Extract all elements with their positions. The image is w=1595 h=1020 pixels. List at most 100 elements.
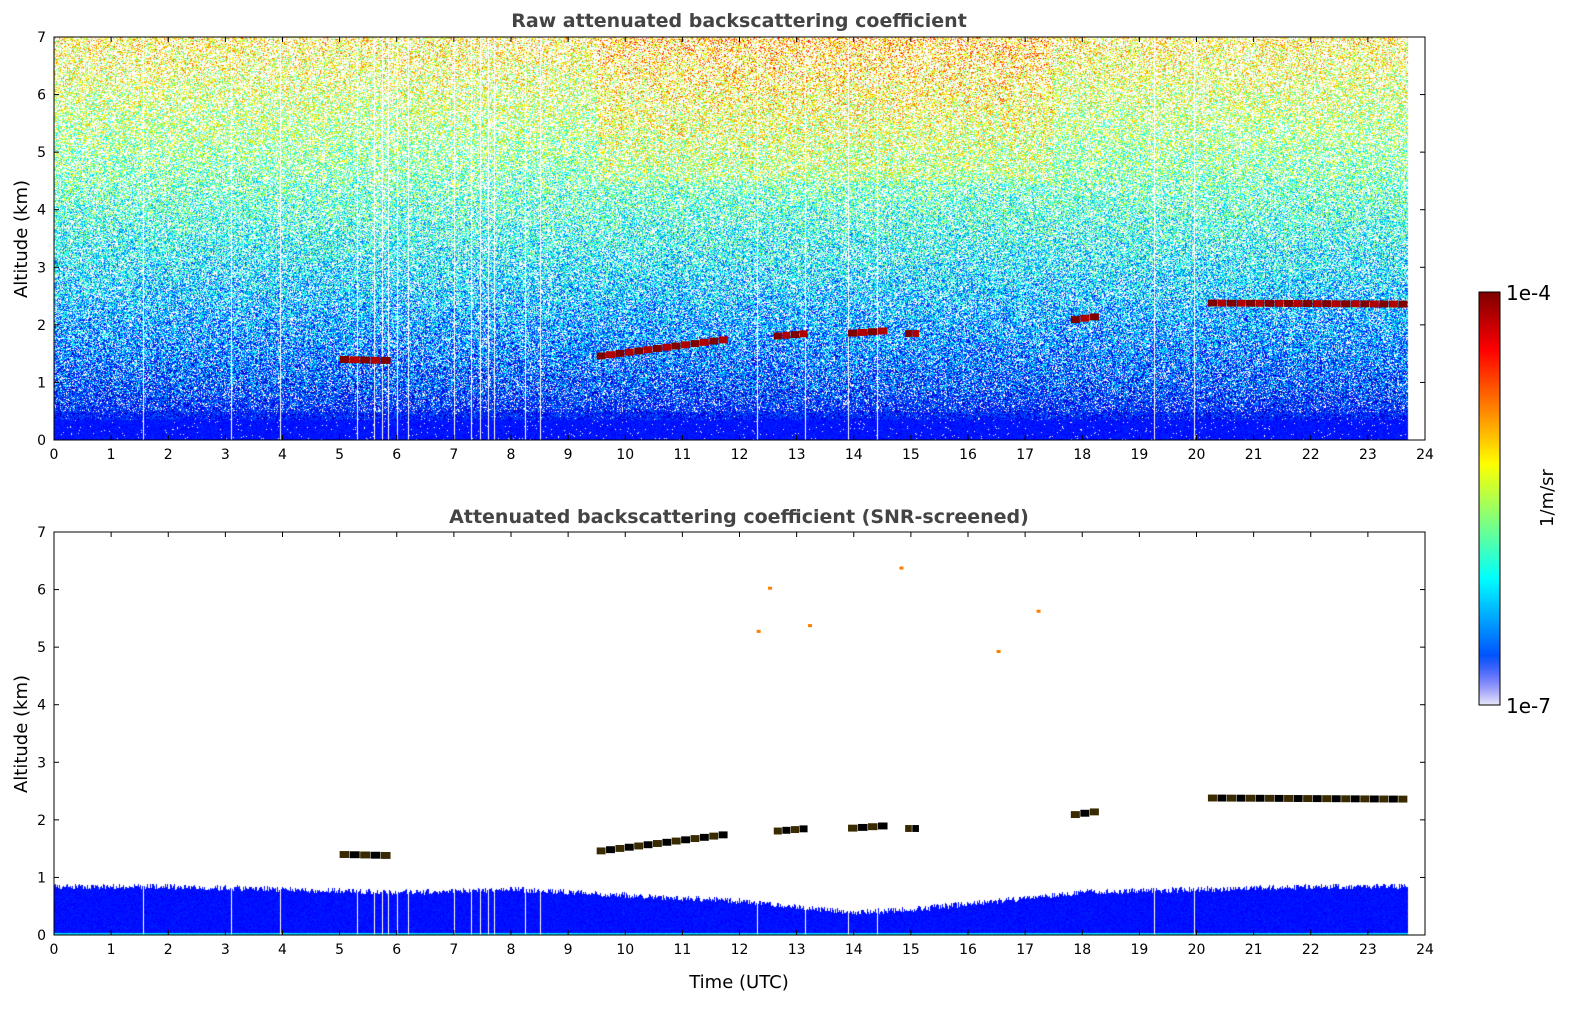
- y-tick-label: 6: [37, 88, 46, 104]
- y-tick-label: 1: [37, 375, 46, 391]
- cloud-layer-segment: [1312, 300, 1322, 308]
- x-tick-label: 3: [221, 942, 230, 958]
- bottom-y-axis-label: Altitude (km): [11, 675, 32, 793]
- cloud-layer-segment: [1331, 300, 1341, 308]
- cloud-layer-segment: [1265, 299, 1275, 307]
- cloud-layer-segment: [1350, 795, 1360, 803]
- cloud-layer-segment: [1369, 300, 1379, 308]
- x-tick-label: 7: [449, 942, 458, 958]
- x-tick-label: 14: [845, 447, 863, 463]
- cloud-layer-segment: [912, 825, 919, 832]
- cloud-layer-segment: [370, 851, 381, 859]
- high-cloud-speck: [768, 586, 773, 590]
- x-tick-label: 6: [392, 447, 401, 463]
- cloud-layer-segment: [370, 356, 381, 364]
- cloud-layer-segment: [652, 345, 662, 352]
- x-tick-label: 19: [1130, 447, 1148, 463]
- cloud-layer-segment: [868, 328, 878, 336]
- x-tick-label: 19: [1130, 942, 1148, 958]
- x-tick-label: 22: [1302, 942, 1320, 958]
- x-tick-label: 23: [1359, 447, 1377, 463]
- cloud-layer-segment: [1322, 300, 1332, 308]
- x-tick-label: 18: [1073, 942, 1091, 958]
- cloud-layer-segment: [1284, 794, 1294, 802]
- cloud-layer-segment: [1070, 316, 1080, 324]
- cloud-layer-segment: [1080, 809, 1090, 817]
- x-tick-label: 13: [788, 447, 806, 463]
- cloud-layer-segment: [773, 332, 782, 340]
- cloud-layer-segment: [615, 844, 625, 852]
- cloud-layer-segment: [1388, 795, 1398, 803]
- y-tick-label: 3: [37, 260, 46, 276]
- x-tick-label: 1: [107, 447, 116, 463]
- cloud-layer-segment: [790, 826, 799, 834]
- y-tick-label: 5: [37, 145, 46, 161]
- cloud-layer-segment: [773, 827, 782, 835]
- cloud-layer-segment: [671, 837, 681, 845]
- cloud-layer-segment: [905, 330, 912, 337]
- x-tick-label: 15: [902, 942, 920, 958]
- cloud-layer-segment: [1217, 794, 1227, 802]
- x-tick-label: 15: [902, 447, 920, 463]
- cloud-layer-segment: [349, 356, 360, 364]
- cloud-layer-segment: [1226, 299, 1236, 307]
- y-tick-label: 4: [37, 698, 46, 714]
- cloud-layer-segment: [790, 331, 799, 339]
- cloud-layer-segment: [1274, 299, 1284, 307]
- cloud-layer-segment: [662, 343, 672, 351]
- x-tick-label: 0: [50, 447, 59, 463]
- x-tick-label: 13: [788, 942, 806, 958]
- cloud-layer-segment: [634, 347, 644, 355]
- cloud-layer-segment: [596, 352, 606, 360]
- cloud-layer-segment: [606, 351, 615, 359]
- x-tick-label: 10: [616, 447, 634, 463]
- x-tick-label: 3: [221, 447, 230, 463]
- cloud-layer-segment: [878, 327, 888, 335]
- cloud-layer-segment: [596, 847, 606, 855]
- cloud-layer-segment: [624, 843, 634, 851]
- y-tick-label: 3: [37, 755, 46, 771]
- cloud-layer-segment: [671, 342, 681, 350]
- x-tick-label: 5: [335, 447, 344, 463]
- cloud-layer-segment: [709, 337, 719, 345]
- cloud-layer-segment: [1369, 795, 1379, 803]
- cloud-layer-segment: [1398, 300, 1408, 308]
- cloud-layer-segment: [662, 838, 672, 846]
- x-tick-label: 0: [50, 942, 59, 958]
- cloud-layer-segment: [634, 842, 644, 850]
- cloud-layer-segment: [718, 831, 728, 839]
- y-tick-label: 0: [37, 433, 46, 449]
- cloud-layer-segment: [624, 348, 634, 356]
- cloud-layer-segment: [1236, 299, 1246, 307]
- cloud-layer-segment: [858, 823, 868, 831]
- colorbar-frame: [1478, 291, 1501, 706]
- cloud-layer-segment: [349, 851, 360, 859]
- cloud-layer-segment: [1089, 313, 1099, 321]
- x-tick-label: 16: [959, 942, 977, 958]
- cloud-layer-segment: [360, 356, 370, 364]
- cloud-layer-segment: [782, 331, 791, 339]
- high-cloud-speck: [756, 629, 761, 633]
- cloud-layer-segment: [1388, 300, 1398, 308]
- x-tick-label: 10: [616, 942, 634, 958]
- y-tick-label: 2: [37, 318, 46, 334]
- top-y-axis-label: Altitude (km): [11, 180, 32, 298]
- cloud-layer-segment: [1379, 795, 1389, 803]
- x-tick-label: 2: [164, 447, 173, 463]
- x-tick-label: 17: [1016, 447, 1034, 463]
- screened-backscatter-heatmap: [54, 532, 1425, 935]
- bottom-plot-frame: [53, 531, 1426, 936]
- colorbar-unit-label: 1/m/sr: [1537, 468, 1558, 526]
- cloud-layer-segment: [339, 356, 350, 363]
- y-tick-label: 0: [37, 928, 46, 944]
- cloud-layer-segment: [878, 822, 888, 830]
- cloud-layer-segment: [681, 836, 691, 844]
- colorbar-max-label: 1e-4: [1506, 281, 1551, 305]
- cloud-layer-segment: [799, 330, 808, 338]
- colorbar-min-label: 1e-7: [1506, 694, 1551, 718]
- x-tick-label: 8: [507, 447, 516, 463]
- cloud-layer-segment: [1322, 795, 1332, 803]
- cloud-layer-segment: [1331, 795, 1341, 803]
- x-tick-label: 2: [164, 942, 173, 958]
- cloud-layer-segment: [1246, 794, 1256, 802]
